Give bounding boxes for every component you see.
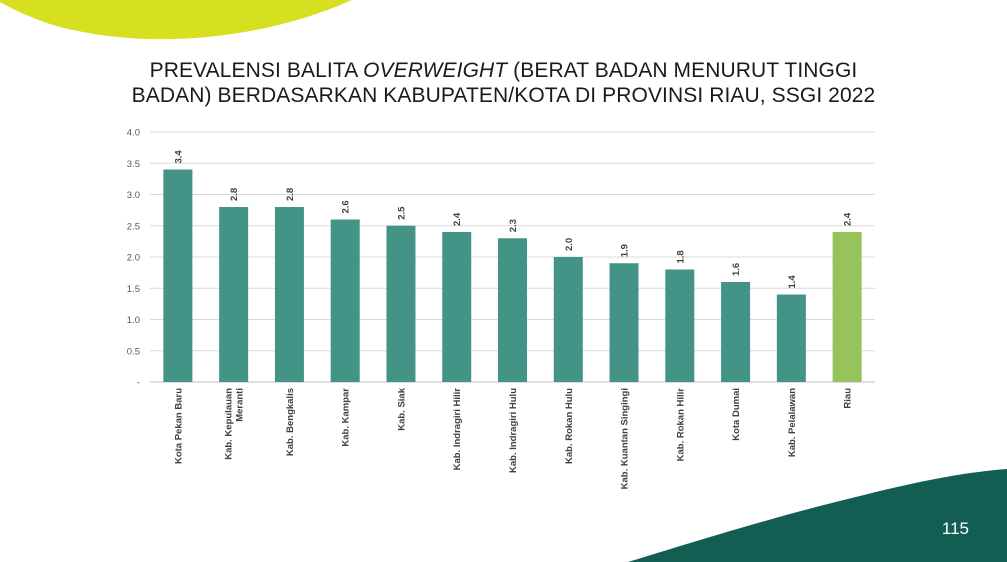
data-label: 3.4 bbox=[173, 150, 184, 164]
title-line2: BADAN) BERDASARKAN KABUPATEN/KOTA DI PRO… bbox=[131, 84, 876, 107]
x-tick-label: Kab. Kepulauan bbox=[224, 388, 235, 460]
x-tick-label: Kab. Rokan Hilir bbox=[675, 388, 686, 462]
bar bbox=[721, 282, 751, 382]
data-label: 1.9 bbox=[620, 244, 631, 257]
bar bbox=[553, 257, 583, 382]
x-tick-label: Kab. Kampar bbox=[341, 388, 352, 447]
y-tick-label: - bbox=[137, 378, 140, 389]
top-lime-blob bbox=[0, 0, 352, 40]
x-tick-label: Riau bbox=[843, 388, 854, 409]
bar bbox=[274, 207, 304, 382]
bar bbox=[832, 232, 862, 382]
title-part2: (BERAT BADAN MENURUT TINGGI bbox=[507, 59, 858, 82]
y-tick-label: 4.0 bbox=[127, 128, 140, 139]
x-tick-label: Kab. Siak bbox=[396, 387, 407, 430]
bar bbox=[386, 225, 416, 382]
y-tick-label: 3.5 bbox=[127, 159, 140, 170]
x-tick-label: Kab. Bengkalis bbox=[285, 388, 296, 456]
title-part1: PREVALENSI BALITA bbox=[149, 59, 364, 82]
bar bbox=[163, 169, 193, 382]
page-number: 115 bbox=[941, 519, 969, 538]
bar bbox=[609, 263, 639, 382]
bar bbox=[330, 219, 360, 382]
data-label: 2.8 bbox=[285, 188, 296, 201]
data-label: 2.8 bbox=[229, 188, 240, 201]
y-tick-label: 1.5 bbox=[127, 284, 140, 295]
bottom-teal-band bbox=[628, 469, 1007, 562]
data-label: 1.6 bbox=[731, 263, 742, 276]
bar bbox=[776, 294, 806, 382]
x-tick-label: Kab. Rokan Hulu bbox=[564, 388, 575, 464]
x-tick-label: Meranti bbox=[235, 388, 246, 422]
data-label: 2.4 bbox=[843, 212, 854, 226]
data-label: 1.4 bbox=[787, 275, 798, 289]
data-label: 2.4 bbox=[452, 212, 463, 226]
data-label: 2.5 bbox=[396, 206, 407, 220]
data-label: 2.3 bbox=[508, 219, 519, 232]
data-label: 2.0 bbox=[564, 238, 575, 251]
x-tick-label: Kota Dumai bbox=[731, 388, 742, 441]
bar bbox=[219, 207, 249, 382]
bar bbox=[665, 269, 695, 382]
title-italic-word: OVERWEIGHT bbox=[363, 59, 508, 82]
x-tick-label: Kab. Pelalawan bbox=[787, 388, 798, 457]
bar bbox=[498, 238, 527, 382]
x-tick-label: Kab. Indragiri Hulu bbox=[508, 388, 519, 473]
chart-title: PREVALENSI BALITA OVERWEIGHT (BERAT BADA… bbox=[60, 58, 947, 108]
y-tick-label: 2.0 bbox=[127, 253, 140, 264]
x-tick-label: Kota Pekan Baru bbox=[173, 388, 184, 464]
bar bbox=[442, 232, 472, 382]
y-tick-label: 2.5 bbox=[127, 221, 140, 232]
y-tick-label: 1.0 bbox=[127, 315, 140, 326]
y-tick-label: 0.5 bbox=[127, 346, 140, 357]
x-tick-label: Kab. Kuantan Singingi bbox=[620, 388, 631, 489]
y-tick-label: 3.0 bbox=[127, 190, 140, 201]
data-label: 2.6 bbox=[341, 200, 352, 213]
data-label: 1.8 bbox=[675, 250, 686, 263]
x-tick-label: Kab. Indragiri Hilir bbox=[452, 388, 463, 471]
